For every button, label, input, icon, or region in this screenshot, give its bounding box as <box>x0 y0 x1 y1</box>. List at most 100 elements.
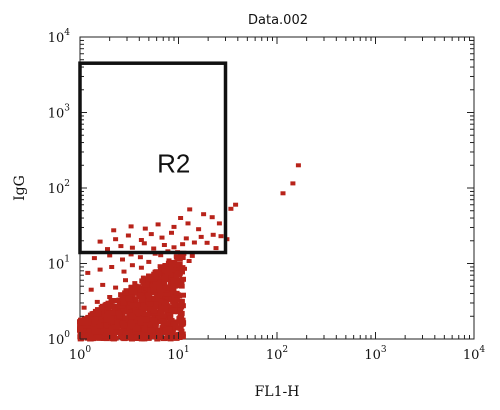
data-point <box>140 275 146 280</box>
event-cloud-mark <box>87 315 94 320</box>
event-cloud-mark <box>173 290 180 296</box>
event-cloud-mark <box>114 303 121 309</box>
event-cloud-mark <box>91 335 97 341</box>
data-point <box>97 267 103 272</box>
event-cloud-mark <box>175 270 182 276</box>
data-point <box>166 258 172 263</box>
data-point <box>129 263 135 268</box>
event-cloud-mark <box>155 315 162 321</box>
event-cloud-mark <box>167 315 174 321</box>
event-cloud-mark <box>142 331 149 337</box>
event-cloud-mark <box>134 302 141 308</box>
event-cloud-mark <box>124 304 131 310</box>
event-cloud-mark <box>128 312 135 318</box>
event-cloud-mark <box>129 292 136 298</box>
event-cloud-mark <box>154 336 161 342</box>
data-point <box>290 181 296 186</box>
data-point <box>121 269 127 274</box>
event-cloud-mark <box>169 267 176 273</box>
event-cloud-mark <box>102 323 109 329</box>
event-cloud-mark <box>137 309 143 315</box>
event-cloud-mark <box>173 297 180 303</box>
event-cloud-mark <box>157 279 164 285</box>
event-cloud-mark <box>160 313 167 319</box>
data-point <box>141 241 147 246</box>
y-tick-label: 100 <box>48 330 71 348</box>
data-point <box>198 234 204 239</box>
event-cloud-mark <box>119 320 126 326</box>
data-point <box>158 253 164 258</box>
event-cloud-mark <box>164 312 171 318</box>
event-cloud-mark <box>153 284 159 290</box>
event-cloud-mark <box>171 277 178 283</box>
event-cloud-mark <box>87 331 94 337</box>
event-cloud-mark <box>177 302 184 308</box>
event-cloud-mark <box>81 323 88 329</box>
event-cloud-mark <box>115 330 121 335</box>
event-cloud-mark <box>178 312 184 318</box>
event-cloud-mark <box>122 309 129 314</box>
event-cloud-mark <box>92 316 99 322</box>
data-point <box>120 257 125 262</box>
data-point <box>228 206 234 211</box>
y-tick-label: 101 <box>48 255 70 273</box>
y-tick-label: 102 <box>48 179 70 197</box>
event-cloud-mark <box>147 301 154 307</box>
data-point <box>178 216 184 220</box>
event-cloud-mark <box>170 299 177 305</box>
event-cloud-mark <box>129 314 135 320</box>
x-tick-label: 101 <box>167 345 189 363</box>
event-cloud-mark <box>152 274 159 280</box>
event-cloud-mark <box>158 306 165 312</box>
data-point <box>185 221 191 226</box>
event-cloud-mark <box>140 315 146 321</box>
data-point <box>132 281 138 286</box>
event-cloud-mark <box>152 300 159 306</box>
data-point <box>216 221 222 226</box>
event-cloud-mark <box>168 304 175 310</box>
event-cloud-mark <box>139 306 146 312</box>
gate-r2-rect[interactable] <box>78 61 228 255</box>
event-cloud-mark <box>179 331 186 337</box>
event-cloud-mark <box>170 321 177 327</box>
event-cloud-mark <box>175 325 182 331</box>
data-point <box>113 285 119 290</box>
event-cloud-mark <box>112 298 119 303</box>
data-point <box>146 259 152 264</box>
event-cloud-mark <box>148 333 155 339</box>
event-cloud-mark <box>91 319 98 324</box>
data-point <box>113 237 119 242</box>
event-cloud-mark <box>177 307 184 313</box>
y-tick-label: 103 <box>48 104 71 122</box>
data-point <box>210 232 216 237</box>
data-point <box>109 265 115 269</box>
event-cloud-mark <box>179 334 186 340</box>
event-cloud-mark <box>86 325 93 331</box>
event-cloud-mark <box>163 300 169 306</box>
event-cloud-mark <box>146 276 153 282</box>
event-cloud-mark <box>136 290 143 296</box>
data-point <box>137 255 143 260</box>
event-cloud-mark <box>151 317 158 323</box>
event-cloud-mark <box>132 334 138 340</box>
data-point <box>171 245 177 250</box>
event-cloud-mark <box>144 303 150 309</box>
axis-ticks: 100 101 102 103 104 100 101 102 103 104 <box>48 28 486 363</box>
event-cloud-mark <box>159 318 166 324</box>
data-point <box>107 295 113 299</box>
event-cloud-mark <box>176 262 183 268</box>
event-cloud-mark <box>106 312 113 317</box>
event-cloud-mark <box>178 253 184 259</box>
event-cloud-mark <box>110 310 117 316</box>
data-point <box>81 305 87 310</box>
event-cloud-mark <box>175 267 182 273</box>
event-cloud-mark <box>155 328 162 334</box>
event-cloud-mark <box>95 311 102 317</box>
chart-title: Data.002 <box>248 13 308 28</box>
event-cloud-mark <box>131 331 138 337</box>
x-tick-label: 104 <box>463 345 486 363</box>
event-cloud-mark <box>116 313 123 319</box>
event-cloud-mark <box>163 320 170 326</box>
event-cloud-mark <box>152 290 158 296</box>
